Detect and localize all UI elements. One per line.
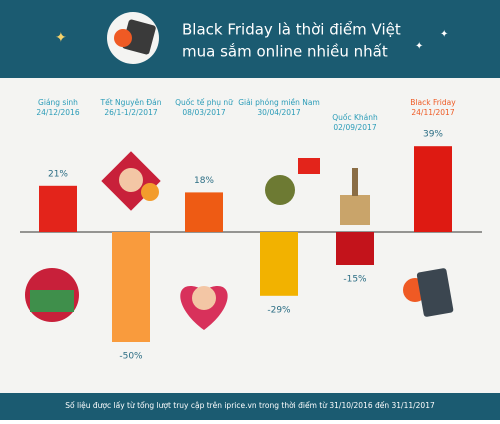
- chart-title: Black Friday là thời điểm Việt: [182, 21, 401, 39]
- value-label: -15%: [343, 275, 367, 285]
- bar: [112, 232, 150, 342]
- chart-title: mua sắm online nhiều nhất: [182, 43, 388, 61]
- source-note: Số liệu được lấy từ tổng lượt truy cập t…: [65, 401, 435, 410]
- category-label: Quốc tế phụ nữ: [175, 98, 234, 107]
- value-label: 39%: [423, 130, 443, 140]
- category-date: 24/12/2016: [36, 108, 79, 117]
- category-label: Giáng sinh: [38, 98, 78, 107]
- sparkle: ✦: [415, 41, 423, 52]
- sparkle: ✦: [440, 29, 448, 40]
- category-date: 30/04/2017: [257, 108, 300, 117]
- category-date: 26/1-1/2/2017: [104, 108, 157, 117]
- bar: [414, 146, 452, 232]
- value-label: -50%: [119, 352, 143, 362]
- footer-band: [0, 393, 500, 420]
- sparkle: ✦: [55, 30, 67, 46]
- bar: [260, 232, 298, 296]
- value-label: -29%: [267, 305, 291, 315]
- category-label: Giải phóng miền Nam: [238, 98, 320, 107]
- value-label: 21%: [48, 169, 68, 179]
- value-label: 18%: [194, 176, 214, 186]
- illustrations: [25, 151, 454, 330]
- header-icon: [107, 12, 159, 64]
- category-date: 02/09/2017: [333, 123, 376, 132]
- category-label: Black Friday: [410, 98, 456, 107]
- category-label: Tết Nguyên Đán: [100, 98, 162, 107]
- category-date: 08/03/2017: [182, 108, 225, 117]
- category-date: 24/11/2017: [411, 108, 454, 117]
- bar: [336, 232, 374, 265]
- bar: [185, 192, 223, 232]
- category-label: Quốc Khánh: [332, 113, 378, 122]
- bar: [39, 185, 77, 232]
- header-band: [0, 0, 500, 78]
